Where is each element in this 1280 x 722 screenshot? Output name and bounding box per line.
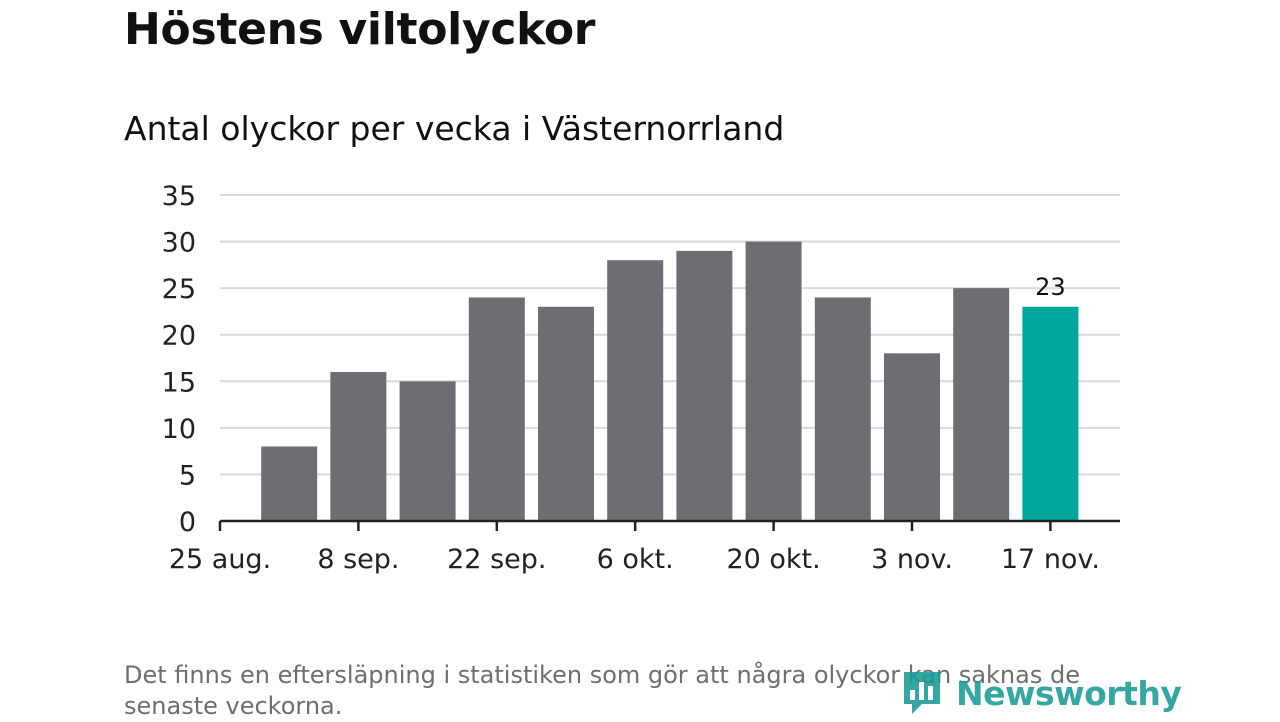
y-tick-label-20: 20	[162, 321, 196, 352]
x-tick-label: 3 nov.	[871, 544, 953, 575]
x-tick-label: 6 okt.	[597, 544, 674, 575]
bar-17-nov	[1022, 306, 1079, 521]
newsworthy-logo: Newsworthy	[900, 668, 1182, 718]
x-tick-label: 8 sep.	[317, 544, 399, 575]
bars	[261, 241, 1079, 522]
data-labels: 23	[1035, 273, 1066, 301]
y-tick-label-35: 35	[162, 181, 196, 212]
x-tick-label: 25 aug.	[169, 544, 271, 575]
logo-text: Newsworthy	[956, 673, 1182, 713]
bar-chart: 0 5 10 15 20 25 30 35 25 aug. 8 sep. 22 sep. 6 okt…	[162, 181, 1120, 575]
bar-20-okt	[745, 241, 802, 522]
bar-1-sep	[261, 446, 318, 521]
bar-27-okt	[814, 297, 871, 521]
bar-3-nov	[884, 353, 940, 521]
bar-10-nov	[953, 288, 1010, 521]
x-tick-label: 20 okt.	[726, 544, 820, 575]
y-axis-ticks: 0 5 10 15 20 25 30 35	[162, 181, 196, 538]
bar-15-sep	[399, 381, 456, 521]
chart-title: Höstens viltolyckor	[124, 4, 596, 55]
bar-8-sep	[330, 371, 387, 521]
y-tick-label-15: 15	[162, 367, 196, 398]
y-tick-label-30: 30	[162, 228, 196, 259]
y-tick-label-10: 10	[162, 414, 196, 445]
y-tick-label-5: 5	[179, 460, 196, 491]
bar-22-sep	[468, 297, 525, 521]
x-axis-ticks: 25 aug. 8 sep. 22 sep. 6 okt. 20 okt. 3 nov. 1…	[169, 521, 1100, 575]
bar-13-okt	[676, 250, 733, 521]
chart-subtitle: Antal olyckor per vecka i Västernorrland	[124, 109, 785, 148]
data-label-highlight: 23	[1035, 273, 1066, 301]
bar-29-sep	[538, 306, 594, 521]
newsworthy-chart-icon	[904, 672, 940, 714]
x-tick-label: 17 nov.	[1001, 544, 1100, 575]
y-tick-label-25: 25	[162, 274, 196, 305]
x-tick-label: 22 sep.	[447, 544, 546, 575]
bar-6-okt	[607, 260, 664, 521]
y-tick-label-0: 0	[179, 507, 196, 538]
